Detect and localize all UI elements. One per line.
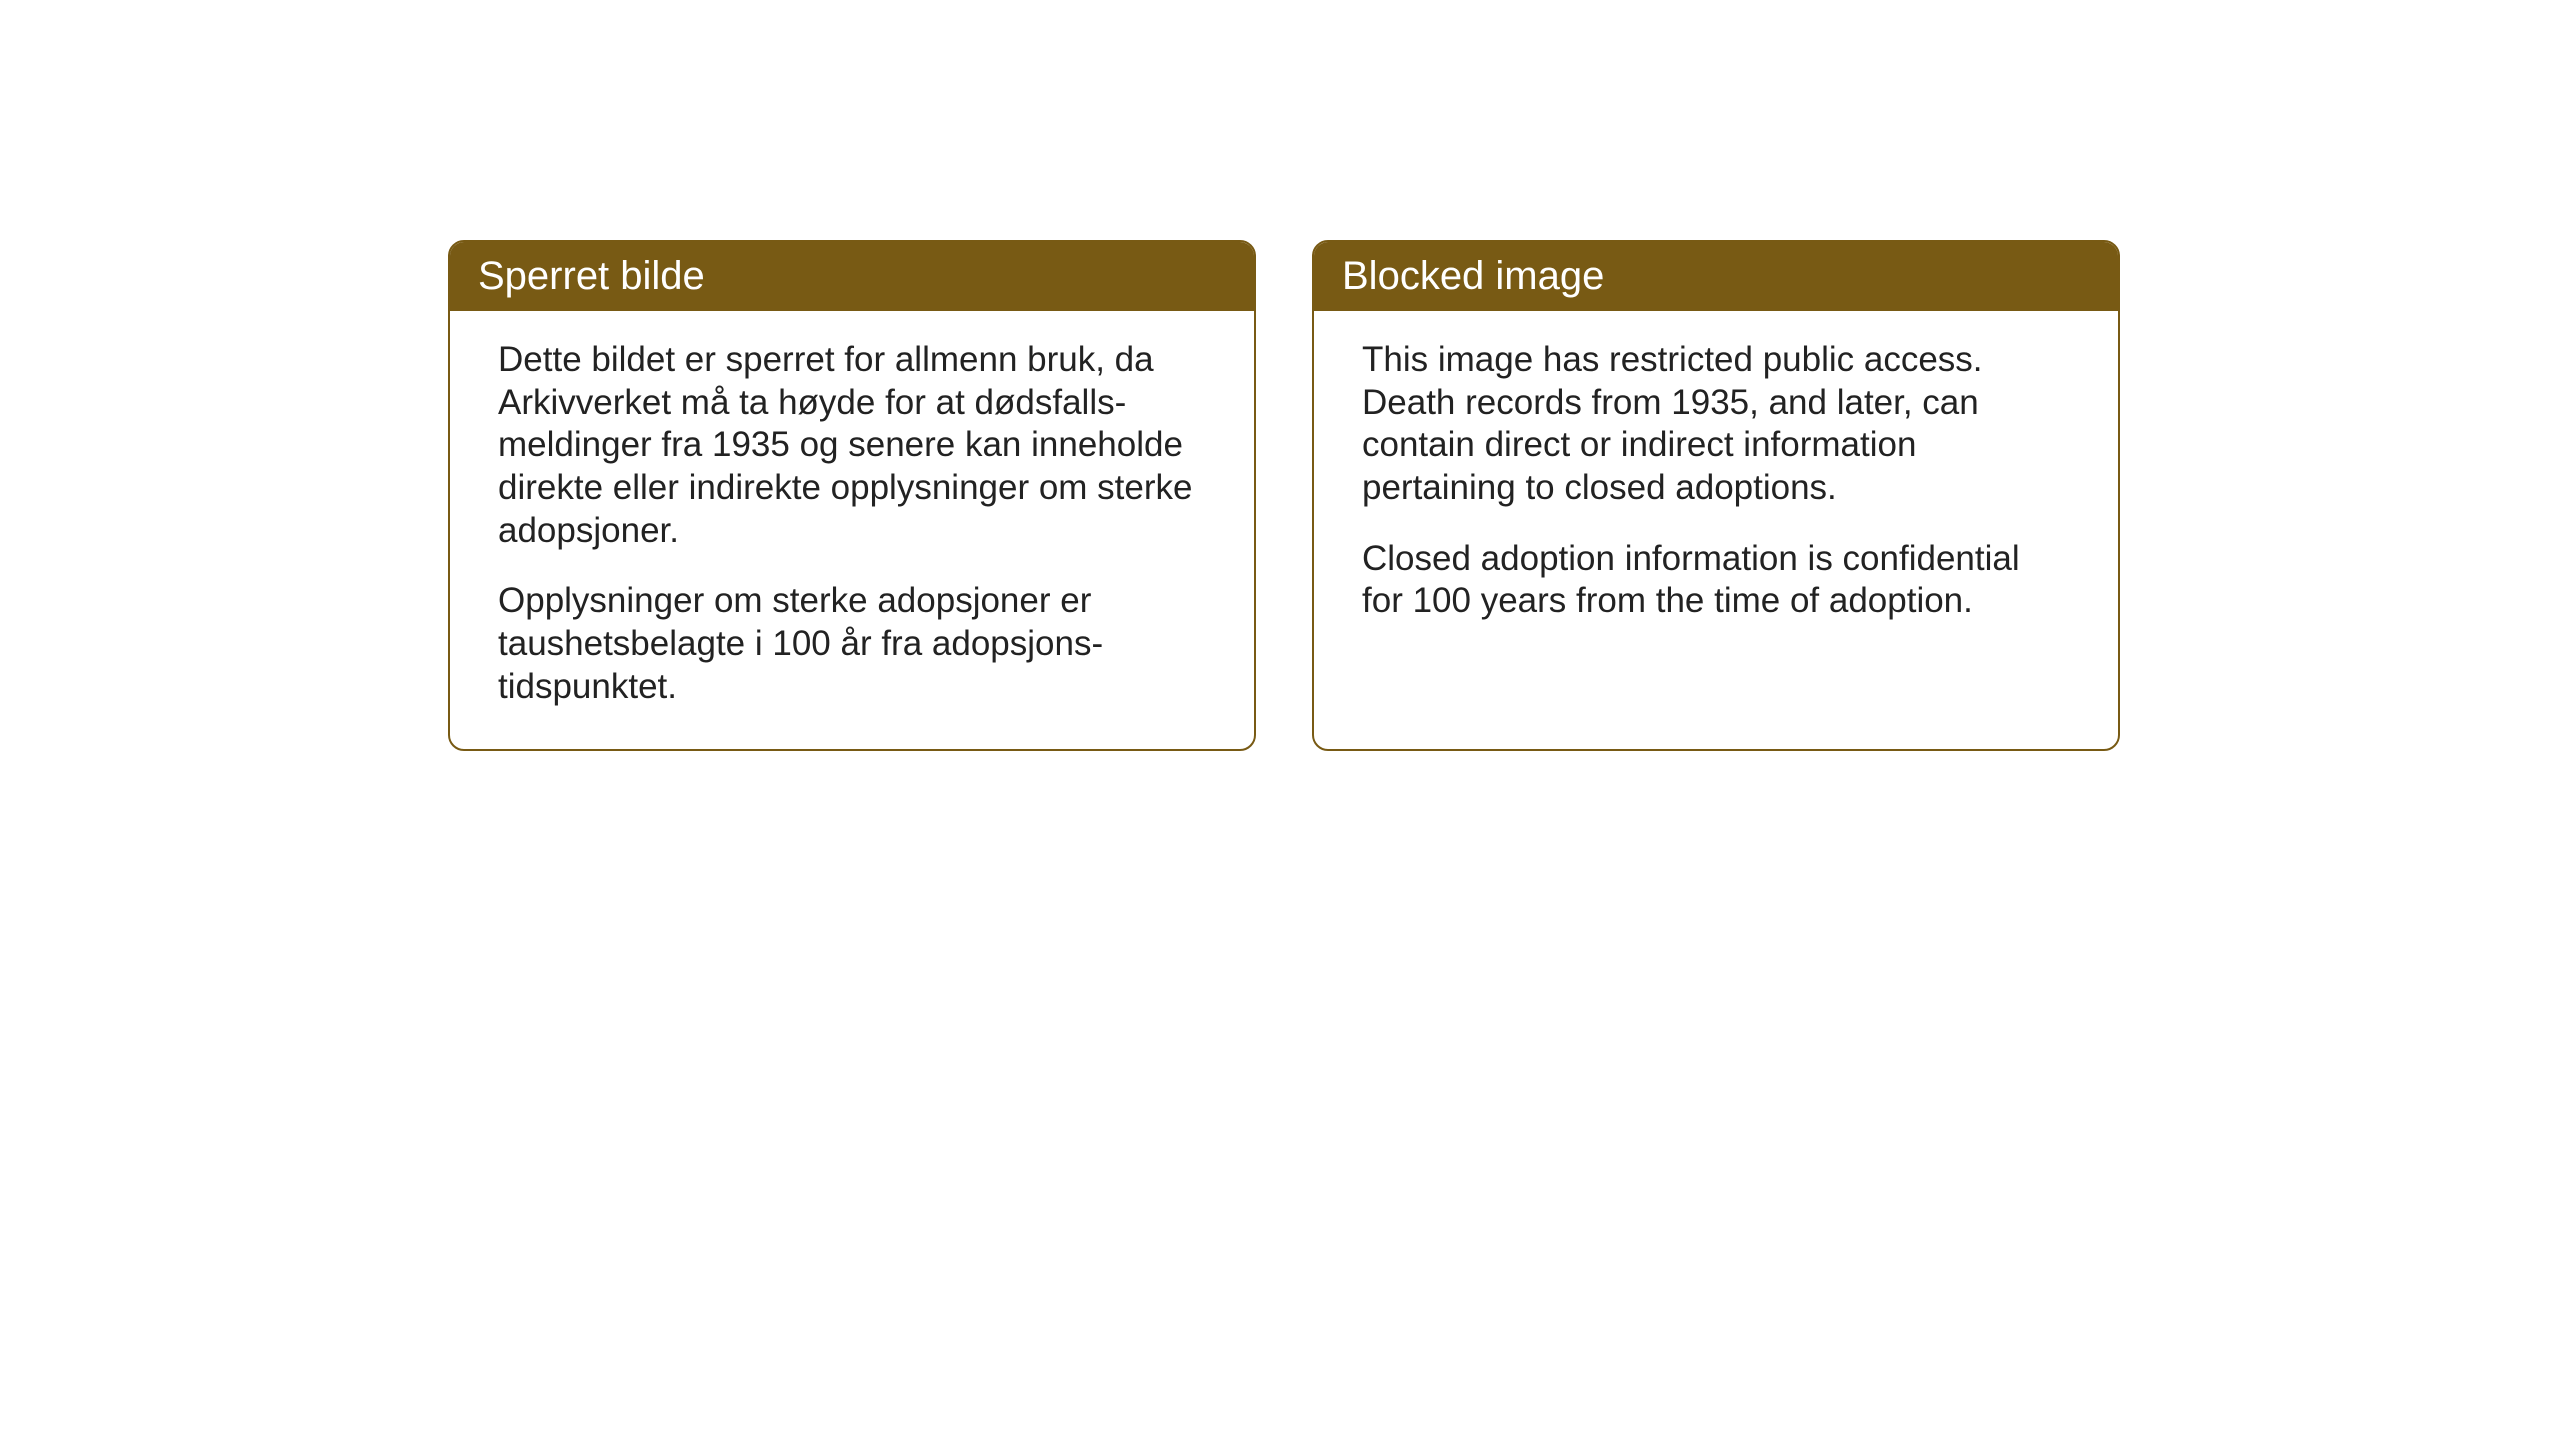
card-title-english: Blocked image (1342, 254, 1604, 298)
card-body-norwegian: Dette bildet er sperret for allmenn bruk… (450, 311, 1254, 749)
card-title-norwegian: Sperret bilde (478, 254, 705, 298)
card-paragraph2-english: Closed adoption information is confident… (1362, 538, 2070, 623)
card-header-norwegian: Sperret bilde (450, 242, 1254, 311)
notice-cards-container: Sperret bilde Dette bildet er sperret fo… (448, 240, 2120, 751)
card-paragraph1-english: This image has restricted public access.… (1362, 339, 2070, 510)
card-paragraph2-norwegian: Opplysninger om sterke adopsjoner er tau… (498, 580, 1206, 708)
card-header-english: Blocked image (1314, 242, 2118, 311)
card-body-english: This image has restricted public access.… (1314, 311, 2118, 663)
notice-card-norwegian: Sperret bilde Dette bildet er sperret fo… (448, 240, 1256, 751)
card-paragraph1-norwegian: Dette bildet er sperret for allmenn bruk… (498, 339, 1206, 552)
notice-card-english: Blocked image This image has restricted … (1312, 240, 2120, 751)
